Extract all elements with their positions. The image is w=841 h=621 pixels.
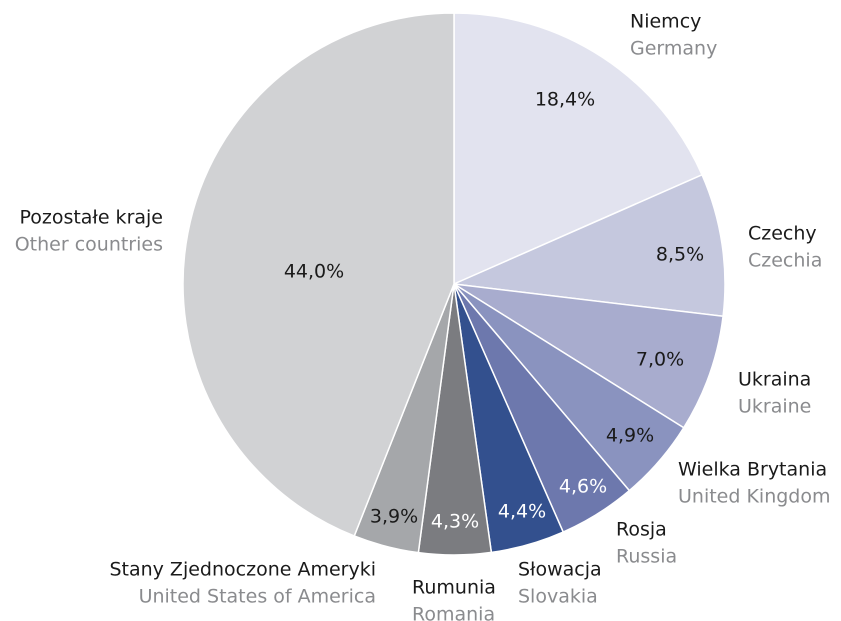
category-label-en: United States of America bbox=[139, 586, 376, 608]
category-label-en: Russia bbox=[616, 546, 677, 568]
pie-slice bbox=[182, 12, 455, 537]
value-label: 4,6% bbox=[559, 476, 607, 498]
category-label-en: Other countries bbox=[15, 234, 163, 256]
pie-slice bbox=[451, 173, 726, 318]
category-label-en: Germany bbox=[630, 38, 717, 60]
pie-slice bbox=[453, 283, 724, 429]
value-label: 7,0% bbox=[636, 349, 684, 371]
category-label: Wielka Brytania bbox=[678, 459, 827, 481]
category-label: Ukraina bbox=[738, 369, 811, 391]
value-label: 4,3% bbox=[431, 511, 479, 533]
category-label-en: United Kingdom bbox=[678, 486, 831, 508]
category-label: Niemcy bbox=[630, 11, 701, 33]
category-label: Słowacja bbox=[518, 559, 602, 581]
category-label: Pozostałe kraje bbox=[19, 207, 163, 229]
category-label: Rumunia bbox=[412, 577, 496, 599]
value-label: 44,0% bbox=[284, 261, 344, 283]
category-label: Rosja bbox=[616, 519, 667, 541]
category-label-en: Czechia bbox=[748, 250, 822, 272]
category-label-en: Romania bbox=[412, 604, 495, 621]
value-label: 3,9% bbox=[370, 506, 418, 528]
value-label: 18,4% bbox=[535, 89, 595, 111]
value-label: 8,5% bbox=[656, 244, 704, 266]
value-label: 4,4% bbox=[498, 501, 546, 523]
category-label: Stany Zjednoczone Ameryki bbox=[109, 559, 376, 581]
category-label-en: Ukraine bbox=[738, 396, 811, 418]
category-label: Czechy bbox=[748, 223, 817, 245]
category-label-en: Slovakia bbox=[518, 586, 598, 608]
pie-slice bbox=[453, 12, 704, 286]
value-label: 4,9% bbox=[606, 425, 654, 447]
